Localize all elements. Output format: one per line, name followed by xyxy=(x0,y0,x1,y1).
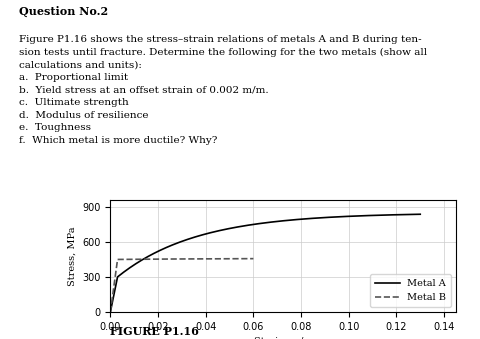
Metal B xyxy=(235,257,241,261)
Metal B xyxy=(108,310,113,314)
Metal B xyxy=(223,257,229,261)
Metal B xyxy=(228,257,234,261)
Metal A xyxy=(188,236,193,240)
Metal B xyxy=(109,299,115,303)
Line: Metal A: Metal A xyxy=(110,214,420,312)
Line: Metal B: Metal B xyxy=(110,259,253,312)
Metal A xyxy=(392,213,397,217)
Metal A xyxy=(414,212,420,216)
Metal B xyxy=(200,257,205,261)
Text: FIGURE P1.16: FIGURE P1.16 xyxy=(110,326,199,337)
Y-axis label: Stress, MPa: Stress, MPa xyxy=(68,226,77,286)
Metal A xyxy=(108,310,113,314)
Metal A xyxy=(352,214,358,218)
Metal A xyxy=(344,214,350,218)
X-axis label: Strain, m/m: Strain, m/m xyxy=(254,337,312,339)
Text: Figure P1.16 shows the stress–strain relations of metals A and B during ten-
sio: Figure P1.16 shows the stress–strain rel… xyxy=(19,35,427,144)
Legend: Metal A, Metal B: Metal A, Metal B xyxy=(371,275,451,307)
Metal B xyxy=(169,257,175,261)
Text: Question No.2: Question No.2 xyxy=(19,6,108,17)
Metal B xyxy=(251,257,256,261)
Metal A xyxy=(133,262,139,266)
Metal A xyxy=(418,212,423,216)
